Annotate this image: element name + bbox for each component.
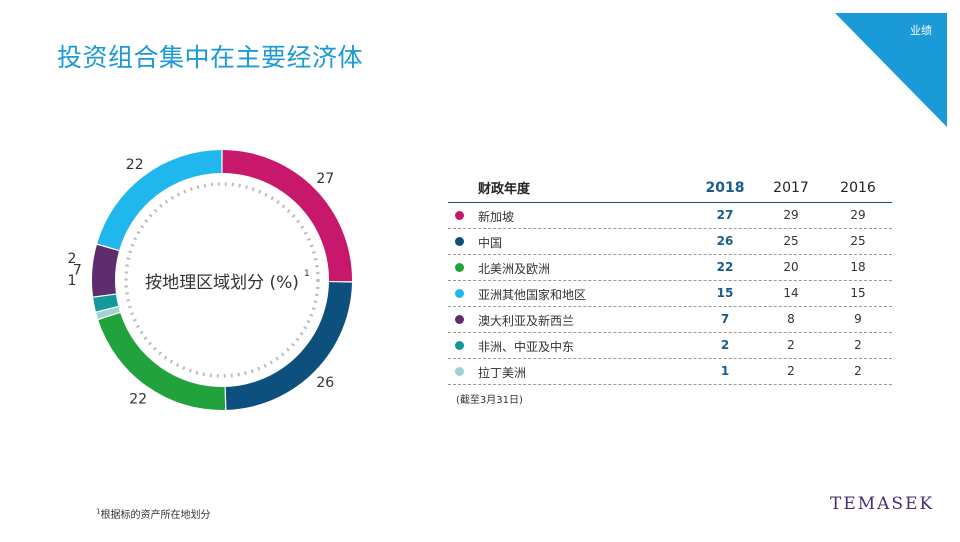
table-row: 亚洲其他国家和地区 15 14 15 [448,281,892,307]
page-title: 投资组合集中在主要经济体 [57,43,364,72]
row-name: 中国 [478,236,503,250]
table-year-2017: 2017 [773,180,809,196]
donut-value-label: 27 [316,171,334,187]
donut-value-label: 7 [73,262,82,278]
legend-dot [455,263,464,272]
row-name: 非洲、中亚及中东 [478,340,575,354]
legend-dot [455,367,464,376]
table-year-2018: 2018 [705,180,745,196]
row-value-2018: 2 [720,338,730,352]
row-value-2017: 25 [783,234,799,248]
table-row: 澳大利亚及新西兰 7 8 9 [448,307,892,333]
row-value-2016: 25 [850,234,866,248]
donut-slice [97,150,222,251]
table-header-label: 财政年度 [478,182,531,197]
donut-slice [92,244,119,297]
row-value-2017: 20 [783,260,799,274]
row-value-2018: 15 [716,286,734,300]
row-name: 北美洲及欧洲 [478,262,551,276]
donut-center-title: 按地理区域划分 (%) [145,273,299,293]
row-value-2017: 8 [787,312,795,326]
row-value-2016: 15 [850,286,866,300]
table-year-2016: 2016 [840,180,876,196]
donut-title-footnote-mark: 1 [304,269,310,279]
corner-section-label: 业绩 [910,24,932,37]
legend-dot [455,315,464,324]
table-header: 财政年度 2018 2017 2016 [448,176,892,203]
donut-slice [93,294,119,312]
table-row: 非洲、中亚及中东 2 2 2 [448,333,892,359]
date-note: (截至3月31日) [456,395,523,406]
row-value-2016: 2 [854,338,862,352]
row-value-2016: 9 [854,312,862,326]
row-value-2018: 7 [720,312,730,326]
table-row: 北美洲及欧洲 22 20 18 [448,255,892,281]
row-value-2017: 29 [783,208,799,222]
row-name: 亚洲其他国家和地区 [478,288,587,302]
donut-value-label: 22 [129,391,147,407]
year-table: 财政年度 2018 2017 2016 新加坡 27 29 29 中国 26 2… [448,176,892,385]
row-value-2017: 2 [787,364,795,378]
row-name: 新加坡 [478,210,515,224]
row-name: 拉丁美洲 [478,366,527,380]
row-value-2018: 27 [716,208,734,222]
footnote: 1根据标的资产所在地划分 [96,506,210,521]
row-value-2016: 18 [850,260,866,274]
row-value-2018: 22 [716,260,734,274]
table-row: 拉丁美洲 1 2 2 [448,359,892,385]
legend-dot [455,289,464,298]
row-name: 澳大利亚及新西兰 [478,314,575,328]
donut-slice [98,313,226,410]
donut-value-label: 26 [316,375,334,391]
row-value-2017: 2 [787,338,795,352]
footnote-mark: 1 [96,507,101,516]
row-value-2016: 29 [850,208,866,222]
donut-value-label: 22 [126,157,144,173]
donut-value-label: 2 [68,251,77,267]
donut-slice [222,150,352,282]
footnote-text: 根据标的资产所在地划分 [100,510,211,521]
row-value-2018: 1 [720,364,730,378]
row-value-2018: 26 [716,234,734,248]
donut-inner-dotted-ring [124,182,320,378]
legend-dot [455,211,464,220]
row-value-2017: 14 [783,286,799,300]
legend-dot [455,341,464,350]
table-row: 新加坡 27 29 29 [448,203,892,229]
legend-dot [455,237,464,246]
table-row: 中国 26 25 25 [448,229,892,255]
donut-slice [96,306,120,319]
temasek-logo: TEMASEK [830,494,935,514]
donut-slice [225,282,352,410]
row-value-2016: 2 [854,364,862,378]
donut-value-label: 1 [68,273,77,289]
